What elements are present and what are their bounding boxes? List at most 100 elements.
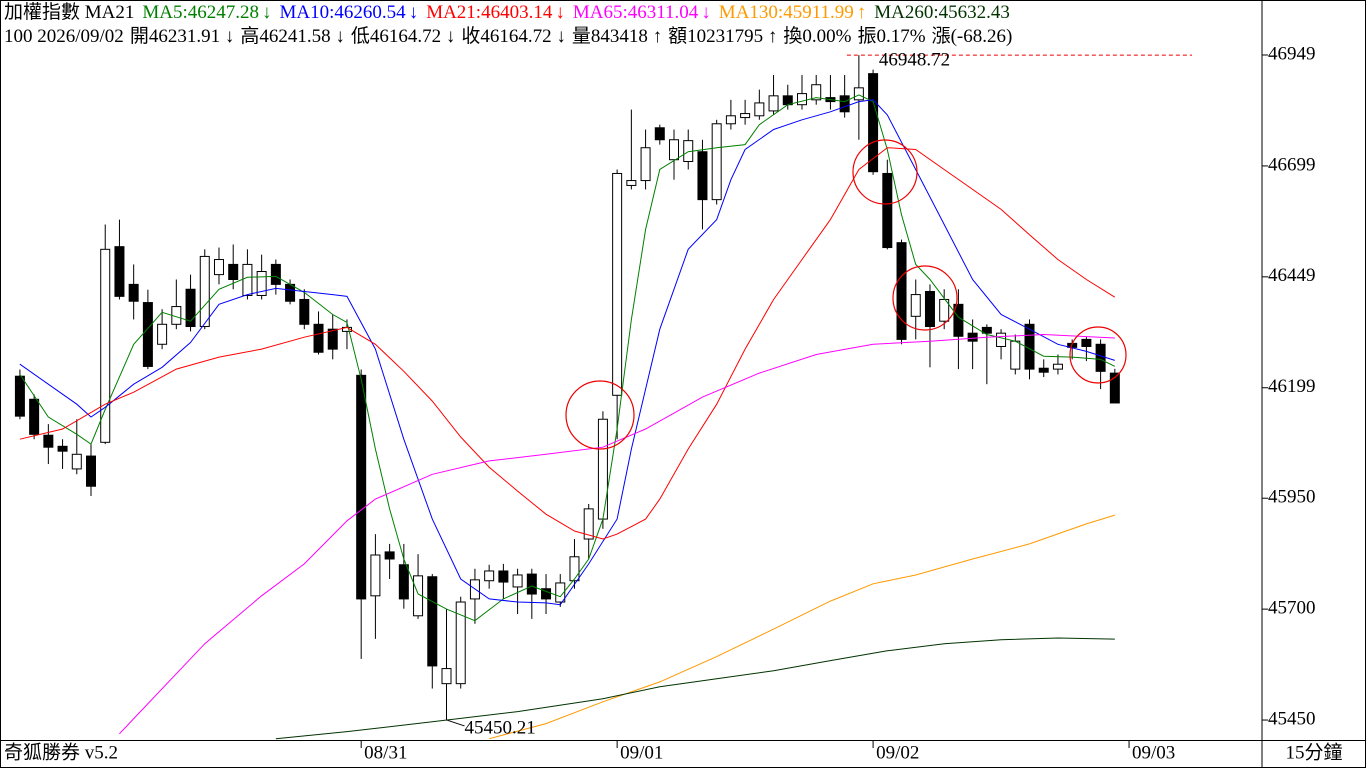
info-item: 振0.17% [857,25,925,47]
info-item: 漲(-68.26) [932,25,1013,47]
candle-body [71,453,82,470]
x-tick-label: 09/03 [1132,742,1175,763]
candle-body [640,147,651,182]
candle-body [1109,372,1120,404]
info-item: 低46164.72 ↓ [351,25,456,47]
info-item: 收46164.72 ↓ [461,25,566,47]
y-tick-label: 46949 [1268,43,1316,64]
candle-body [398,564,409,600]
candle-body [654,127,665,141]
y-tick-label: 46699 [1268,154,1316,175]
candle-body [86,455,97,487]
candle-body [924,290,935,328]
candle-body [896,242,907,340]
candle-body [142,302,153,367]
candle-body [555,582,566,603]
candle-body [1038,367,1049,373]
candle-body [853,87,864,101]
legend-trend: ↓ [409,2,419,23]
candle-body [498,570,509,583]
info-item: 換0.00% [783,25,851,47]
candle-body [299,298,310,325]
legend-title: 加權指數 MA21 [4,1,134,23]
candle-body [526,573,537,595]
candle-body [868,73,879,173]
legend-entry: MA130:45911.99 [719,2,854,23]
candle-body [967,332,978,342]
candle-body [370,554,381,597]
highlight-circle [1069,326,1127,384]
candle-body [754,102,765,117]
legend-trend: ↓ [555,2,565,23]
candle-body [384,551,395,560]
highlight-circle [892,265,958,331]
highlight-circle [852,139,918,205]
ma-line [19,94,1116,622]
legend-entry: MA5:46247.28 [142,2,259,23]
candle-body [910,294,921,317]
candle-body [782,95,793,106]
low-label: 45450.21 [464,717,535,738]
highlight-circle [565,380,635,450]
candle-body [128,283,139,302]
info-item: 100 2026/09/02 [4,26,124,47]
ma-line [119,333,1115,735]
candle-body [285,283,296,302]
candle-body [213,259,224,276]
candle-body [100,248,111,443]
candle-body [327,328,338,350]
candle-body [996,332,1007,347]
legend: 加權指數 MA21 MA5:46247.28 ↓ MA10:46260.54 ↓ MA21… [4,1,1010,23]
candle-body [157,323,168,345]
candle-body [669,139,680,161]
candle-body [43,434,54,448]
candle-body [569,556,580,582]
footer-label: 奇狐勝券 v5.2 [4,741,118,763]
candle-body [242,263,253,296]
candle-body [29,398,40,435]
candle-body [740,113,751,119]
candle-body [484,570,495,582]
legend-trend: ↑ [857,2,867,23]
candle-body [441,668,452,685]
info-item: 開46231.91 ↓ [130,26,235,47]
candle-body [1081,338,1092,347]
legend-trend: ↓ [262,2,272,23]
high-label: 46948.72 [879,49,950,70]
candle-body [1010,340,1021,370]
legend-entry: MA10:46260.54 [280,2,407,23]
candle-body [811,84,822,101]
y-tick-label: 45700 [1268,597,1316,618]
candle-body [939,298,950,322]
info-item: 高46241.58 ↓ [240,25,345,47]
candle-body [725,115,736,125]
candle-body [597,418,608,520]
candle-body [57,445,68,452]
period-label: 15分鐘 [1285,741,1342,763]
candle-body [356,374,367,600]
candle-body [697,151,708,201]
candle-body [313,323,324,353]
plot-area [14,55,1120,740]
y-tick-label: 45450 [1268,708,1316,729]
candle-body [512,574,523,588]
x-tick-label: 08/31 [364,742,407,763]
candle-body [270,263,281,285]
ma-line [489,514,1115,740]
candle-body [1052,363,1063,370]
y-tick-label: 45950 [1268,487,1316,508]
x-tick-label: 09/02 [876,742,919,763]
candle-body [981,326,992,334]
candle-body [185,288,196,328]
ma-line [19,99,1115,606]
candle-body [228,263,239,280]
candle-body [583,508,594,540]
legend-entry: MA65:46311.04 [573,2,699,23]
candle-body [768,95,779,112]
candle-body [541,588,552,600]
candle-body [882,172,893,249]
info-item: 額10231795 ↑ [668,25,777,47]
candle-body [114,246,125,297]
y-tick-label: 46449 [1268,265,1316,286]
